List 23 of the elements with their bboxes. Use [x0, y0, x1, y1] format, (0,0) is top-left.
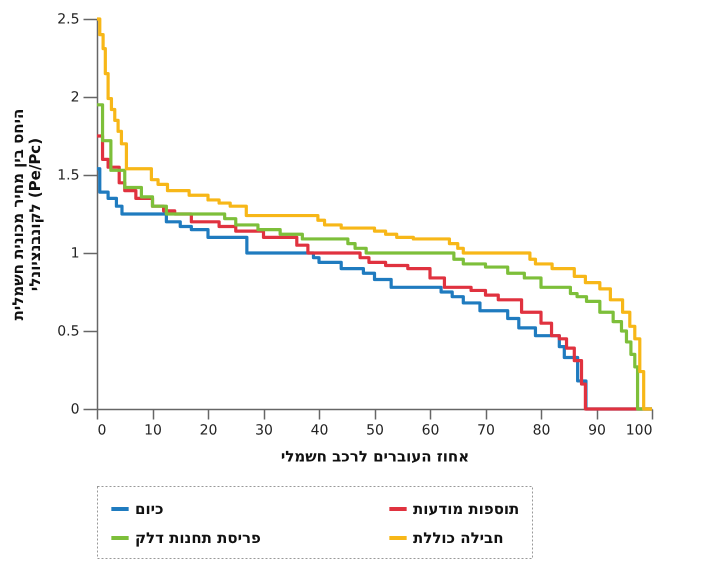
- y-tick-label: 0: [70, 402, 80, 418]
- x-tick-label: 0: [98, 422, 106, 438]
- y-tick-label: 1: [70, 246, 80, 262]
- y-tick-label: 2: [70, 90, 80, 106]
- legend-label: חבילה כוללת: [413, 529, 504, 547]
- legend-label: כיום: [135, 500, 164, 518]
- y-axis-title: היחס בין מחיר מכונית חשמלית לקונבנציונלי (Pe/Pc): [9, 108, 44, 320]
- x-tick-label: 70: [477, 422, 495, 438]
- x-tick-label: 30: [255, 422, 273, 438]
- legend-label: פריסת תחנות דלק: [135, 529, 262, 547]
- x-tick-label: 60: [422, 422, 440, 438]
- x-tick-label: 20: [200, 422, 218, 438]
- y-tick-label: 1.5: [57, 168, 80, 184]
- legend-label: תוספות מודעות: [413, 500, 520, 518]
- x-tick-label: 80: [532, 422, 550, 438]
- y-tick-label: 0.5: [57, 324, 80, 340]
- x-tick-label: 100: [626, 422, 652, 438]
- x-tick-label: 10: [144, 422, 162, 438]
- x-tick-label: 90: [588, 422, 606, 438]
- y-tick-label: 2.5: [57, 12, 80, 28]
- x-axis-title: אחוז העוברים לרכב חשמלי: [280, 448, 470, 466]
- x-tick-label: 50: [366, 422, 384, 438]
- x-tick-label: 40: [310, 422, 328, 438]
